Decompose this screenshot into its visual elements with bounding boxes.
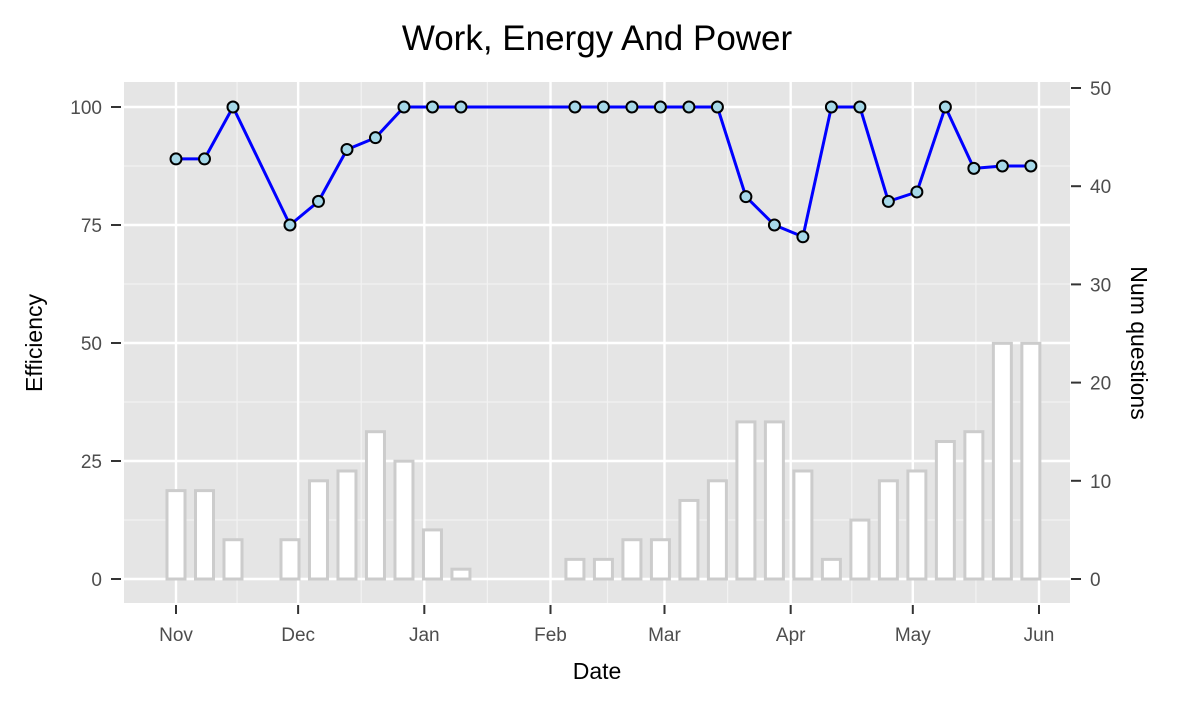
question-count-bar [336,469,358,581]
efficiency-point [824,100,838,114]
efficiency-point [283,218,297,232]
question-count-bar [678,498,700,581]
question-count-bar [1020,341,1042,581]
efficiency-point [967,161,981,175]
question-count-bar [193,489,215,581]
question-count-bar [592,557,614,581]
question-count-bar [393,459,415,581]
question-count-bar [621,538,643,581]
efficiency-point [226,100,240,114]
efficiency-point [881,194,895,208]
bar-series [165,341,1042,581]
efficiency-point [169,152,183,166]
question-count-bar [364,430,386,581]
y-axis-tick-label: 100 [70,98,102,119]
question-count-bar [222,538,244,581]
x-axis-tick-label: Mar [648,625,681,646]
efficiency-point [311,194,325,208]
efficiency-point [938,100,952,114]
x-axis-tick-label: Apr [776,625,806,646]
efficiency-point [796,230,810,244]
y2-axis-tick-label: 20 [1090,374,1111,395]
question-count-bar [963,430,985,581]
efficiency-point [767,218,781,232]
question-count-bar [906,469,928,581]
efficiency-point [625,100,639,114]
y-axis-tick-label: 75 [81,216,102,237]
question-count-bar [450,567,472,581]
question-count-bar [735,420,757,581]
efficiency-point [739,190,753,204]
efficiency-point [340,142,354,156]
efficiency-point [1024,159,1038,173]
question-count-bar [165,489,187,581]
y2-axis-tick-label: 10 [1090,472,1111,493]
point-series [169,100,1038,244]
y2-axis-tick-label: 50 [1090,79,1111,100]
y2-axis-tick-label: 30 [1090,275,1111,296]
efficiency-point [197,152,211,166]
question-count-bar [877,479,899,581]
efficiency-point [454,100,468,114]
axes: 0 25 50 75 100 0 10 20 30 40 50 Nov Dec Jan Feb Mar Apr M… [70,79,1111,646]
efficiency-point [653,100,667,114]
efficiency-point [596,100,610,114]
question-count-bar [421,528,443,581]
question-count-bar [763,420,785,581]
efficiency-point [682,100,696,114]
x-axis-tick-label: Jun [1024,625,1055,646]
question-count-bar [934,440,956,581]
y-axis-tick-label: 0 [91,570,102,591]
efficiency-point [568,100,582,114]
question-count-bar [649,538,671,581]
efficiency-point [995,159,1009,173]
efficiency-point [368,131,382,145]
question-count-bar [307,479,329,581]
x-axis-tick-label: Nov [159,625,193,646]
x-axis-tick-label: May [895,625,931,646]
y2-axis-title: Num questions [1126,266,1152,419]
question-count-bar [279,538,301,581]
efficiency-point [425,100,439,114]
y-axis-tick-label: 50 [81,334,102,355]
question-count-bar [564,557,586,581]
chart-title: Work, Energy And Power [402,19,793,58]
question-count-bar [849,518,871,581]
efficiency-point [397,100,411,114]
question-count-bar [706,479,728,581]
y-axis-title: Efficiency [21,293,47,392]
efficiency-point [910,185,924,199]
question-count-bar [991,341,1013,581]
x-axis-tick-label: Feb [534,625,567,646]
question-count-bar [820,557,842,581]
y2-axis-tick-label: 0 [1090,570,1101,591]
y2-axis-tick-label: 40 [1090,177,1111,198]
y-axis-tick-label: 25 [81,452,102,473]
question-count-bar [792,469,814,581]
efficiency-point [853,100,867,114]
x-axis-title: Date [573,658,622,684]
efficiency-point [710,100,724,114]
x-axis-tick-label: Jan [409,625,440,646]
x-axis-tick-label: Dec [281,625,315,646]
